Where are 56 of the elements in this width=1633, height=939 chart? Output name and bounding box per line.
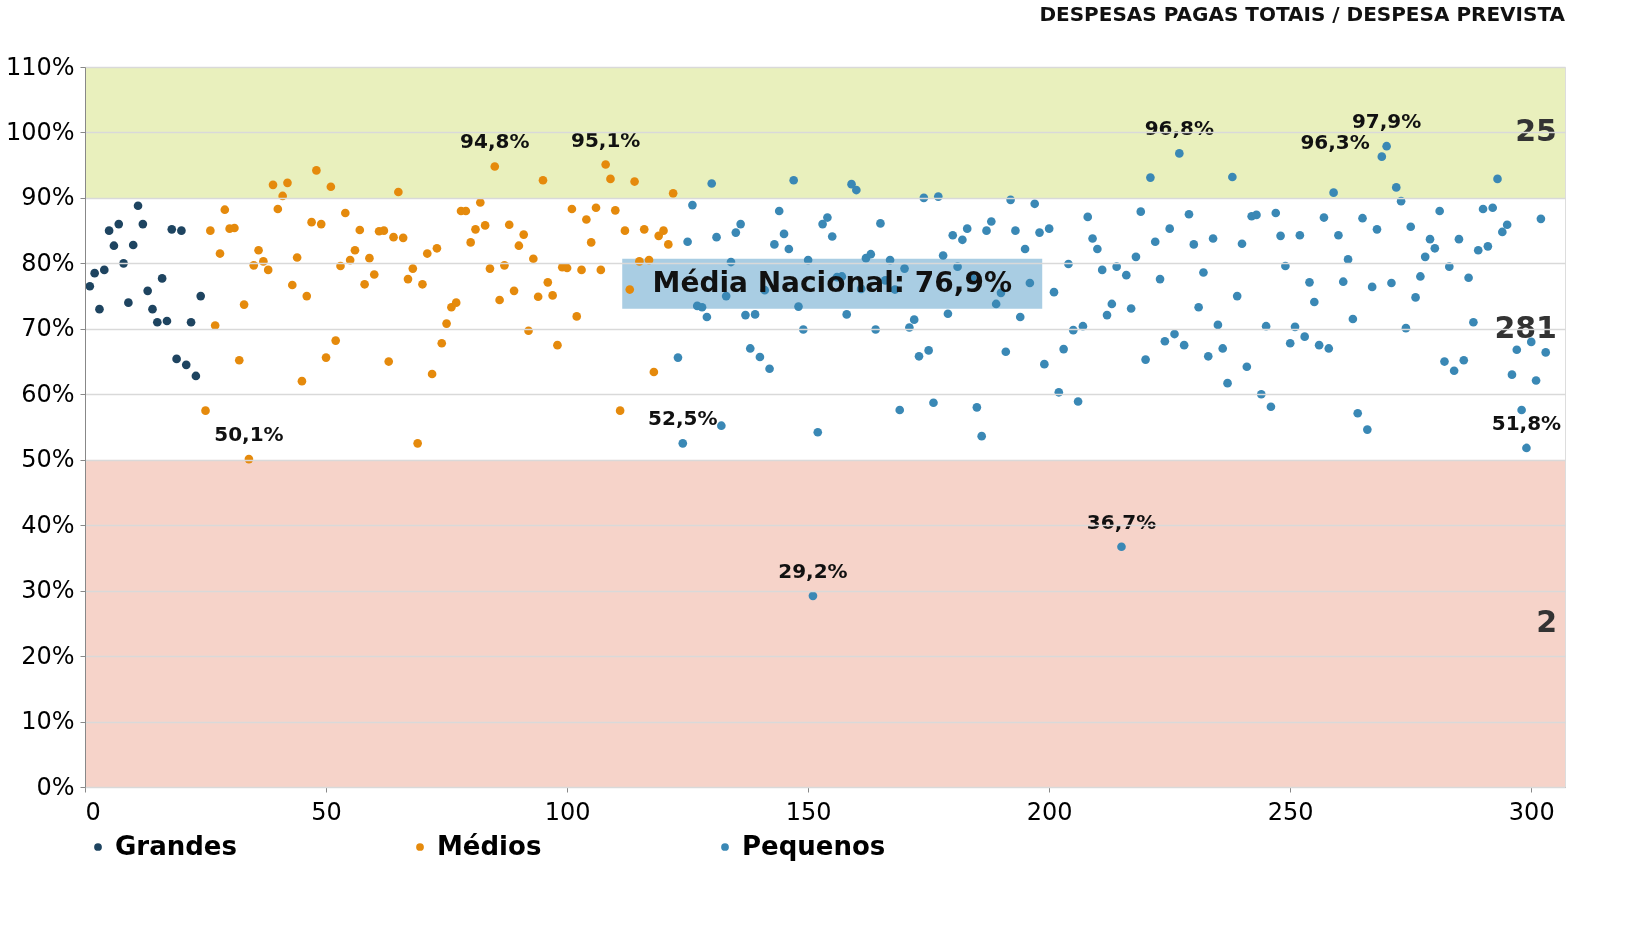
point [181,360,191,370]
x-tick-label: 150 [785,797,832,826]
point [90,268,99,278]
point [177,226,186,235]
point [133,201,143,211]
point [85,281,95,291]
band-label: 2 [1536,604,1557,640]
y-tick-label: 60% [21,379,75,408]
point [191,371,201,381]
y-tick-label: 50% [21,445,75,474]
x-tick-label: 100 [544,797,591,826]
point [152,317,162,327]
y-tick-label: 110% [5,52,75,81]
point [95,304,104,314]
annotation: 50,1% [214,422,284,447]
x-tick-label: 0 [85,797,101,826]
x-tick-label: 250 [1267,797,1314,826]
x-tick-label: 50 [311,797,342,826]
point [143,286,152,296]
y-tick-label: 90% [21,183,75,212]
annotation: 52,5% [648,406,718,431]
point [138,219,148,229]
y-tick-label: 10% [21,707,75,736]
y-tick-label: 70% [21,314,75,343]
point [109,241,119,251]
point [186,317,196,327]
annotation: 94,8% [460,129,530,154]
y-tick-label: 30% [21,576,75,605]
point [157,274,167,283]
point [196,291,206,301]
annotation: 51,8% [1491,410,1562,435]
annotation: 29,2% [778,558,848,583]
x-tick-label: 200 [1026,797,1073,826]
point [148,304,157,314]
x-tick-label: 300 [1508,797,1555,826]
legend-label: Grandes [115,831,237,861]
point [124,298,133,307]
point [104,226,114,235]
annotation: Média Nacional: 76,9% [652,265,1012,299]
y-tick-label: 80% [21,248,75,277]
annotation: 95,1% [570,127,641,152]
y-tick-label: 40% [21,510,75,539]
point [167,225,177,234]
point [172,354,181,364]
point [114,219,124,229]
point [99,265,109,275]
legend-label: Médios [437,831,542,861]
chart-title: DESPESAS PAGAS TOTAIS / DESPESA PREVISTA [1039,2,1566,26]
point [162,316,172,326]
y-tick-label: 100% [5,117,75,146]
point [128,240,138,250]
band-label: 25 [1515,113,1557,149]
band-label: 281 [1494,309,1557,345]
y-tick-label: 20% [21,641,75,670]
y-tick-label: 0% [36,772,75,801]
legend-label: Pequenos [742,831,886,861]
